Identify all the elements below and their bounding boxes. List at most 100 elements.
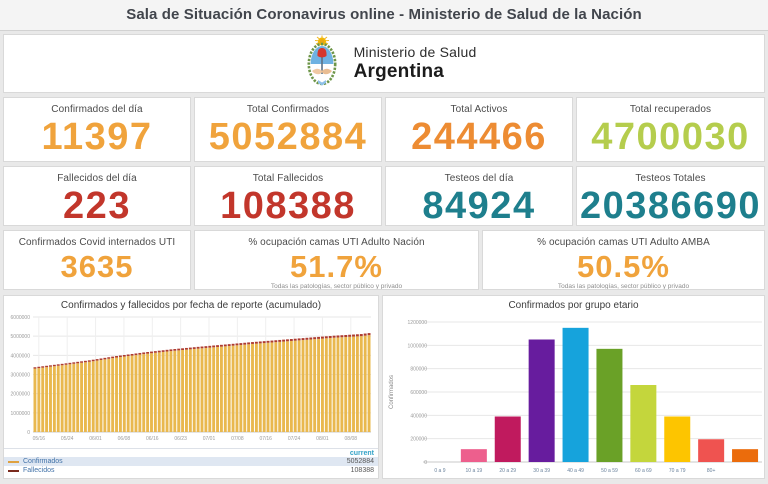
bar-fallecidos xyxy=(165,349,169,352)
argentina-coat-of-arms-icon xyxy=(304,35,340,92)
legend-series-name[interactable]: Fallecidos xyxy=(23,467,55,474)
bar-fallecidos xyxy=(107,357,111,359)
bar-fallecidos xyxy=(352,334,355,337)
kpi-label: Testeos Totales xyxy=(635,173,706,184)
bar-fallecidos xyxy=(146,352,150,354)
bar-fallecidos xyxy=(212,345,216,348)
header-bar: Sala de Situación Coronavirus online - M… xyxy=(0,0,768,31)
bar-confirmados xyxy=(216,346,219,432)
bar-fallecidos xyxy=(84,360,87,363)
bar-fallecidos xyxy=(150,351,153,354)
kpi-value: 84924 xyxy=(422,185,536,226)
bar-confirmados xyxy=(317,338,320,432)
bar-confirmados xyxy=(142,354,146,432)
bar-confirmados xyxy=(41,367,45,432)
bar-fallecidos xyxy=(130,353,134,356)
kpi-label: Total Fallecidos xyxy=(252,173,324,184)
legend-series-current: 108388 xyxy=(350,467,374,474)
bar-confirmados xyxy=(87,361,91,432)
bar-confirmados xyxy=(126,356,130,432)
bar-fallecidos xyxy=(126,354,130,357)
bar-fallecidos xyxy=(80,361,84,363)
bar-confirmados xyxy=(196,348,200,432)
x-tick-label: 05/16 xyxy=(33,436,46,442)
bar-fallecidos xyxy=(286,339,289,342)
bar-confirmados xyxy=(103,359,107,432)
bar-confirmados xyxy=(200,348,204,432)
bar-fallecidos xyxy=(258,341,262,344)
bar-confirmados xyxy=(107,358,111,432)
bar-fallecidos xyxy=(251,342,254,344)
x-tick-label: 10 a 19 xyxy=(466,468,483,474)
bar-confirmados xyxy=(262,343,266,432)
bar-confirmados xyxy=(150,353,153,432)
kpi-value: 4700030 xyxy=(591,116,750,158)
legend-row-fallecidos[interactable]: Fallecidos 108388 xyxy=(4,466,378,475)
kpi-value: 223 xyxy=(63,185,131,226)
bar-confirmados xyxy=(348,336,352,432)
kpi-label: Confirmados Covid internados UTI xyxy=(18,237,176,248)
bar-confirmados xyxy=(115,357,118,432)
chart-title-grupo-etario: Confirmados por grupo etario xyxy=(508,300,639,311)
chart-panel-grupo-etario: Confirmados por grupo etario 0 200000 4000… xyxy=(382,295,765,479)
bar-fallecidos xyxy=(336,335,340,338)
kpi-value: 11397 xyxy=(41,116,153,158)
bar-confirmados xyxy=(188,349,192,432)
logo-panel: Ministerio de Salud Argentina xyxy=(3,34,765,93)
bar-age-group xyxy=(630,385,657,462)
kpi-label: Total recuperados xyxy=(629,104,712,115)
bar-confirmados xyxy=(64,364,68,432)
bar-confirmados xyxy=(118,357,122,432)
bar-confirmados xyxy=(274,342,278,432)
bar-age-group xyxy=(664,416,691,462)
bar-confirmados xyxy=(320,338,324,432)
bar-fallecidos xyxy=(41,366,45,368)
bar-confirmados xyxy=(181,350,185,432)
x-tick-label: 07/16 xyxy=(259,436,272,442)
bar-fallecidos xyxy=(262,341,266,344)
bar-confirmados xyxy=(33,368,37,432)
bar-fallecidos xyxy=(270,340,274,343)
legend-series-name[interactable]: Confirmados xyxy=(23,458,63,465)
x-tick-label: 07/01 xyxy=(203,436,216,442)
kpi-note: Todas las patologías, sector público y p… xyxy=(270,283,403,290)
kpi-value: 5052884 xyxy=(208,116,368,158)
bar-confirmados xyxy=(91,361,95,432)
y-tick-label: 600000 xyxy=(410,390,427,396)
bar-fallecidos xyxy=(204,346,208,348)
bar-confirmados xyxy=(324,338,328,432)
bar-confirmados xyxy=(134,355,138,432)
kpi-value: 50.5% xyxy=(577,249,670,284)
kpi-label: Testeos del día xyxy=(444,173,514,184)
x-tick-label: 20 a 29 xyxy=(499,468,516,474)
bar-confirmados xyxy=(185,349,188,432)
bar-confirmados xyxy=(243,344,247,432)
x-tick-label: 80+ xyxy=(707,468,716,474)
bar-confirmados xyxy=(340,337,344,432)
bar-fallecidos xyxy=(153,351,157,353)
y-tick-label: 0 xyxy=(424,460,427,466)
chart-title-acumulado: Confirmados y fallecidos por fecha de re… xyxy=(60,300,322,311)
bar-confirmados xyxy=(80,362,84,432)
kpi-card-fallecidos-del-dia: Fallecidos del día 223 xyxy=(3,166,191,226)
bar-confirmados xyxy=(130,355,134,432)
bar-fallecidos xyxy=(177,348,181,351)
bar-fallecidos xyxy=(344,334,348,338)
bar-fallecidos xyxy=(111,356,115,359)
x-tick-label: 08/01 xyxy=(316,436,329,442)
bar-confirmados xyxy=(204,347,208,432)
bar-fallecidos xyxy=(324,336,328,339)
bar-confirmados xyxy=(165,351,169,432)
bar-fallecidos xyxy=(91,359,95,362)
bar-confirmados xyxy=(219,346,223,432)
x-tick-label: 06/23 xyxy=(174,436,187,442)
bar-confirmados xyxy=(49,366,52,432)
bar-confirmados xyxy=(146,353,150,432)
bar-confirmados xyxy=(95,360,99,432)
kpi-card-internados-uti: Confirmados Covid internados UTI 3635 xyxy=(3,230,191,290)
y-tick-label: 6000000 xyxy=(11,315,31,321)
bar-confirmados xyxy=(336,337,340,432)
y-tick-label: 1000000 xyxy=(408,343,428,349)
bar-confirmados xyxy=(161,351,165,432)
legend-row-confirmados[interactable]: Confirmados 5052884 xyxy=(4,457,378,466)
